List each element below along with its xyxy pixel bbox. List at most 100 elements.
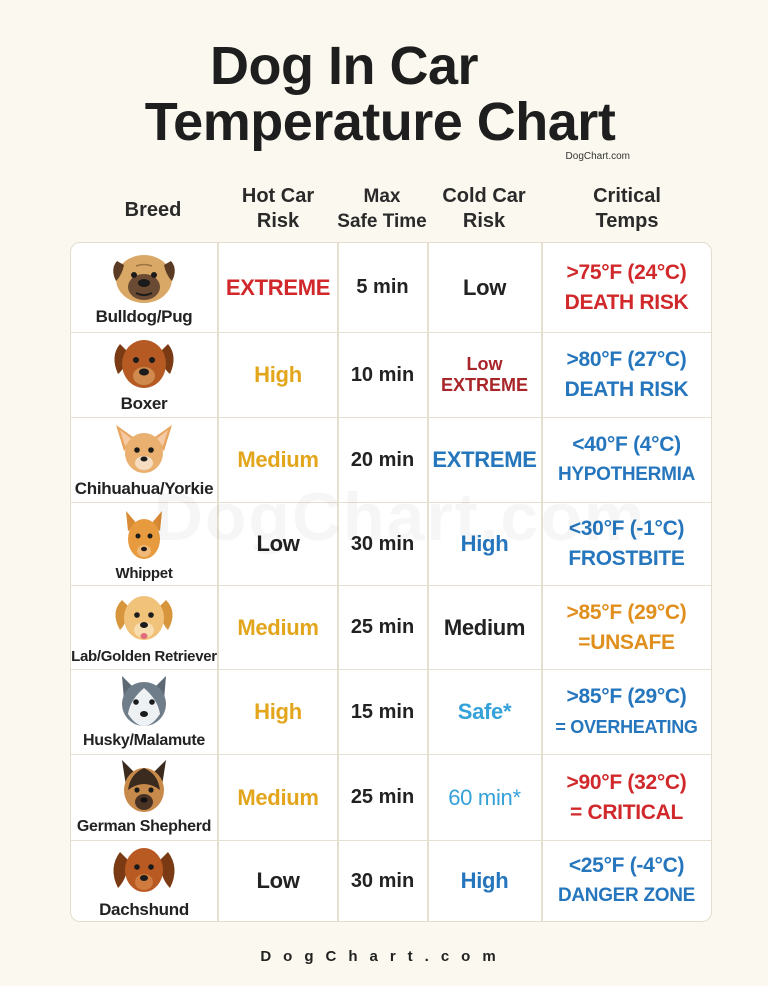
breed-name: Husky/Malamute <box>82 732 206 749</box>
critical-temp: <30°F (-1°C) <box>568 517 685 540</box>
dachshund-face-icon <box>113 848 175 892</box>
cold-risk-cell: Safe* <box>428 670 541 754</box>
table-header: Breed Hot Car Risk Max Safe Time Cold Ca… <box>70 184 712 240</box>
hot-risk-value: Medium <box>237 784 319 810</box>
max-time-value: 5 min <box>356 276 409 298</box>
cold-risk-value: Medium <box>443 614 526 640</box>
breed-cell: Husky/Malamute <box>71 670 217 754</box>
max-time-value: 15 min <box>350 700 415 723</box>
header-breed: Breed <box>124 199 182 221</box>
breed-cell: Dachshund <box>71 841 217 921</box>
critical-temp: <25°F (-4°C) <box>568 854 685 877</box>
cold-risk-value: Low <box>466 354 503 374</box>
critical-warning: = CRITICAL <box>569 800 684 824</box>
table-row: Bulldog/Pug EXTREME 5 min Low >75°F (24°… <box>71 243 711 333</box>
breed-name: Lab/Golden Retriever <box>71 648 217 665</box>
cold-risk-cell: High <box>428 503 541 585</box>
critical-temp: >75°F (24°C) <box>566 260 687 284</box>
chihuahua-face-icon <box>116 425 172 473</box>
hot-risk-value: Medium <box>237 614 319 640</box>
breed-cell: Whippet <box>71 503 217 585</box>
header-hot-car-risk-line1: Hot Car <box>241 185 315 207</box>
critical-warning: =UNSAFE <box>578 630 675 654</box>
critical-warning: DANGER ZONE <box>557 885 696 906</box>
critical-temps-cell: >80°F (27°C) DEATH RISK <box>542 333 711 417</box>
hot-risk-value: Medium <box>237 447 319 472</box>
breed-name: Boxer <box>120 394 168 413</box>
hot-risk-cell: Medium <box>218 755 338 840</box>
header-max-safe-time-line2: Safe Time <box>337 211 427 232</box>
hot-risk-cell: Medium <box>218 418 338 502</box>
critical-temps-cell: >90°F (32°C) = CRITICAL <box>542 755 711 840</box>
header-cold-car-risk: Cold Car Risk <box>426 184 542 234</box>
breed-name: German Shepherd <box>76 817 212 835</box>
max-time-cell: 15 min <box>338 670 427 754</box>
max-time-cell: 30 min <box>338 503 427 585</box>
husky-face-icon <box>122 676 166 726</box>
cold-risk-cell: Medium <box>428 586 541 669</box>
cold-risk-cell: 60 min* <box>428 755 541 840</box>
critical-warning: DEATH RISK <box>564 378 689 401</box>
retriever-face-icon <box>115 596 173 640</box>
table-row: German Shepherd Medium 25 min 60 min* >9… <box>71 755 711 841</box>
hot-risk-cell: High <box>218 333 338 417</box>
cold-risk-value: High <box>460 531 509 556</box>
critical-temp: >85°F (29°C) <box>566 685 687 708</box>
temperature-table: Bulldog/Pug EXTREME 5 min Low >75°F (24°… <box>70 242 712 922</box>
cold-risk-cell: High <box>428 841 541 921</box>
table-row: Chihuahua/Yorkie Medium 20 min EXTREME <… <box>71 418 711 503</box>
critical-temp: <40°F (4°C) <box>572 433 681 456</box>
hot-risk-value: Low <box>256 868 300 893</box>
hot-risk-cell: Low <box>218 503 338 585</box>
cold-risk-value: Low <box>462 274 507 300</box>
site-credit: DogChart.com <box>565 151 630 162</box>
hot-risk-cell: High <box>218 670 338 754</box>
max-time-cell: 30 min <box>338 841 427 921</box>
critical-temps-cell: <30°F (-1°C) FROSTBITE <box>542 503 711 585</box>
critical-temps-cell: >75°F (24°C) DEATH RISK <box>542 243 711 332</box>
critical-warning: FROSTBITE <box>568 547 685 570</box>
hot-risk-value: High <box>254 699 302 724</box>
breed-name: Bulldog/Pug <box>95 306 193 326</box>
max-time-cell: 20 min <box>338 418 427 502</box>
critical-warning: = OVERHEATING <box>555 717 698 737</box>
breed-cell: Lab/Golden Retriever <box>71 586 217 669</box>
breed-cell: German Shepherd <box>71 755 217 840</box>
header-hot-car-risk-line2: Risk <box>256 210 300 232</box>
header-cold-car-risk-line1: Cold Car <box>442 185 526 207</box>
title-line-2: Temperature Chart <box>144 92 616 152</box>
german-shepherd-face-icon <box>122 759 166 812</box>
table-row: Lab/Golden Retriever Medium 25 min Mediu… <box>71 586 711 670</box>
cold-risk-value: 60 min* <box>448 784 521 810</box>
breed-name: Chihuahua/Yorkie <box>74 479 214 498</box>
critical-warning: DEATH RISK <box>564 290 689 314</box>
header-cold-car-risk-line2: Risk <box>462 210 506 232</box>
hot-risk-value: Low <box>256 531 300 556</box>
hot-risk-value: EXTREME <box>225 274 331 300</box>
max-time-value: 25 min <box>350 616 415 638</box>
max-time-value: 10 min <box>350 363 415 386</box>
critical-temps-cell: >85°F (29°C) = OVERHEATING <box>542 670 711 754</box>
header-max-safe-time-line1: Max <box>363 186 401 207</box>
critical-temps-cell: <25°F (-4°C) DANGER ZONE <box>542 841 711 921</box>
breed-cell: Bulldog/Pug <box>71 243 217 332</box>
max-time-value: 30 min <box>350 869 415 892</box>
table-row: Boxer High 10 min Low EXTREME >80°F (27°… <box>71 333 711 418</box>
critical-temps-cell: <40°F (4°C) HYPOTHERMIA <box>542 418 711 502</box>
cold-risk-value: High <box>460 868 509 893</box>
header-hot-car-risk: Hot Car Risk <box>218 184 338 234</box>
max-time-cell: 5 min <box>338 243 427 332</box>
critical-temp: >85°F (29°C) <box>566 600 687 624</box>
page-title: Dog In Car Temperature Chart <box>0 38 768 150</box>
boxer-face-icon <box>114 340 174 388</box>
header-max-safe-time: Max Safe Time <box>332 184 432 234</box>
table-row: Dachshund Low 30 min High <25°F (-4°C) D… <box>71 841 711 921</box>
critical-warning: HYPOTHERMIA <box>557 464 696 485</box>
max-time-value: 30 min <box>350 532 415 555</box>
cold-risk-value: Safe* <box>457 699 512 724</box>
table-row: Husky/Malamute High 15 min Safe* >85°F (… <box>71 670 711 755</box>
max-time-cell: 25 min <box>338 586 427 669</box>
hot-risk-cell: EXTREME <box>218 243 338 332</box>
title-line-1: Dog In Car <box>209 36 479 96</box>
header-critical-temps-line1: Critical <box>593 185 661 207</box>
